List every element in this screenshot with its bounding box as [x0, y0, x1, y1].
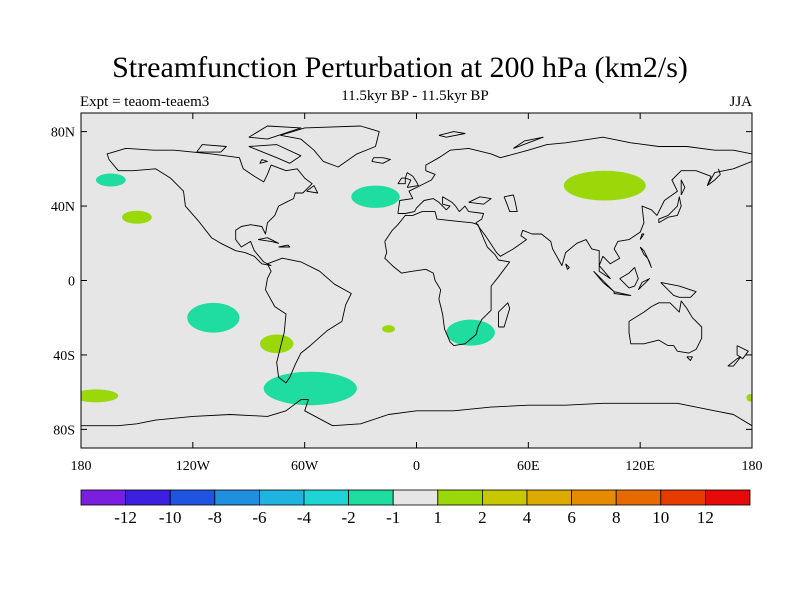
colorbar-label: -1 — [386, 508, 400, 527]
coastline-south-america — [265, 257, 352, 384]
colorbar-label: 4 — [523, 508, 532, 527]
coastline-black-sea — [468, 196, 492, 205]
y-tick-label: 0 — [68, 275, 75, 290]
coastline-new-zealand-south — [727, 356, 742, 367]
coastline-ireland — [397, 177, 406, 185]
coastline-sumatra — [593, 270, 615, 293]
colorbar-label: -4 — [297, 508, 312, 527]
colorbar-label: 6 — [567, 508, 576, 527]
colorbar-label: 10 — [652, 508, 669, 527]
coastline-australia — [628, 300, 703, 354]
y-axis: 80N 40N 0 40S 80S — [51, 126, 752, 438]
colorbar-label: -6 — [252, 508, 266, 527]
anomaly-region-5 — [259, 334, 294, 354]
coastline-japan — [658, 196, 682, 224]
coastline-north-america — [106, 147, 313, 267]
colorbar-swatch — [526, 489, 572, 506]
map-background — [81, 113, 752, 448]
colorbar-swatch — [303, 489, 349, 506]
colorbar-label: -12 — [114, 508, 137, 527]
x-tick-label: 180 — [742, 459, 763, 474]
x-tick-label: 120E — [625, 459, 655, 474]
coastline-svalbard — [438, 131, 466, 138]
coastline-novaya-zemlya — [513, 136, 544, 149]
anomaly-region-10 — [746, 394, 752, 402]
coastline-great-britain — [404, 172, 419, 188]
colorbar-swatch — [214, 489, 260, 506]
colorbar-label: 12 — [697, 508, 714, 527]
colorbar-swatch — [660, 489, 706, 506]
x-tick-label: 60E — [517, 459, 540, 474]
anomaly-layer — [81, 170, 752, 406]
coastline-hudson-bay-islands — [259, 159, 268, 164]
anomaly-region-2 — [351, 185, 400, 208]
y-tick-label: 80S — [53, 423, 75, 438]
coastline-madagascar — [498, 302, 511, 328]
colorbar-swatch — [80, 489, 126, 506]
coastline-sakhalin — [680, 179, 686, 196]
coastline-baffin-island — [248, 144, 302, 164]
coastline-layer — [81, 125, 752, 427]
colorbar-label: -2 — [342, 508, 356, 527]
y-tick-label: 40N — [51, 200, 75, 215]
x-axis: 180 120W 60W 0 60E 120E 180 — [71, 113, 763, 474]
coastline-hispaniola — [278, 244, 291, 248]
colorbar-label: 8 — [612, 508, 621, 527]
colorbar-swatch — [437, 489, 483, 506]
colorbar-swatch — [392, 489, 439, 506]
colorbar-swatch — [705, 489, 751, 506]
anomaly-region-9 — [81, 389, 119, 403]
colorbar-swatch — [258, 489, 305, 506]
coastline-antarctica — [81, 399, 752, 427]
season-label: JJA — [729, 94, 752, 110]
colorbar-swatch — [571, 489, 617, 506]
coastline-iceland — [371, 157, 391, 164]
x-tick-label: 0 — [413, 459, 420, 474]
coastline-philippines — [639, 246, 652, 268]
anomaly-region-8 — [263, 371, 357, 406]
coastline-cuba — [258, 237, 280, 244]
coastline-caspian-sea — [503, 194, 518, 213]
colorbar-label: -8 — [208, 508, 222, 527]
colorbar-label: 1 — [434, 508, 443, 527]
anomaly-region-4 — [187, 302, 240, 333]
colorbar-swatch — [125, 489, 171, 506]
colorbar-swatch — [615, 489, 662, 506]
x-tick-label: 120W — [176, 459, 211, 474]
subtitle: 11.5kyr BP - 11.5kyr BP — [341, 88, 489, 104]
anomaly-region-1 — [122, 210, 152, 224]
coastline-newfoundland — [306, 185, 319, 194]
colorbar-swatch — [481, 489, 528, 506]
coastline-new-zealand — [736, 345, 749, 360]
coastline-taiwan — [639, 233, 645, 240]
coastline-tasmania — [686, 356, 693, 361]
coastline-ellesmere-island — [248, 125, 302, 140]
anomaly-region-6 — [382, 325, 396, 333]
coastline-kamchatka-coast — [707, 168, 721, 186]
experiment-label: Expt = teaom-teaem3 — [80, 94, 210, 110]
coastline-africa — [384, 211, 511, 347]
coastline-borneo — [619, 267, 639, 289]
anomaly-region-0 — [95, 173, 126, 187]
coastline-greenland — [280, 125, 380, 168]
anomaly-region-7 — [446, 319, 495, 346]
coastline-java — [613, 291, 632, 296]
page-title: Streamfunction Perturbation at 200 hPa (… — [112, 51, 688, 84]
colorbar: -12 -10 -8 -6 -4 -2 -1 1 2 4 6 8 10 12 — [80, 489, 751, 527]
colorbar-label: 2 — [478, 508, 487, 527]
colorbar-swatch — [169, 489, 216, 506]
coastline-sri-lanka — [565, 263, 570, 270]
coastline-sulawesi — [637, 278, 650, 291]
colorbar-label: -10 — [159, 508, 182, 527]
y-tick-label: 80N — [51, 126, 75, 141]
anomaly-region-3 — [563, 170, 646, 201]
coastline-victoria-island — [196, 144, 227, 153]
coastline-eurasia — [397, 136, 752, 280]
y-tick-label: 40S — [53, 349, 75, 364]
x-tick-label: 180 — [71, 459, 92, 474]
x-tick-label: 60W — [291, 459, 319, 474]
colorbar-swatch — [348, 489, 394, 506]
coastline-new-guinea — [660, 281, 697, 298]
